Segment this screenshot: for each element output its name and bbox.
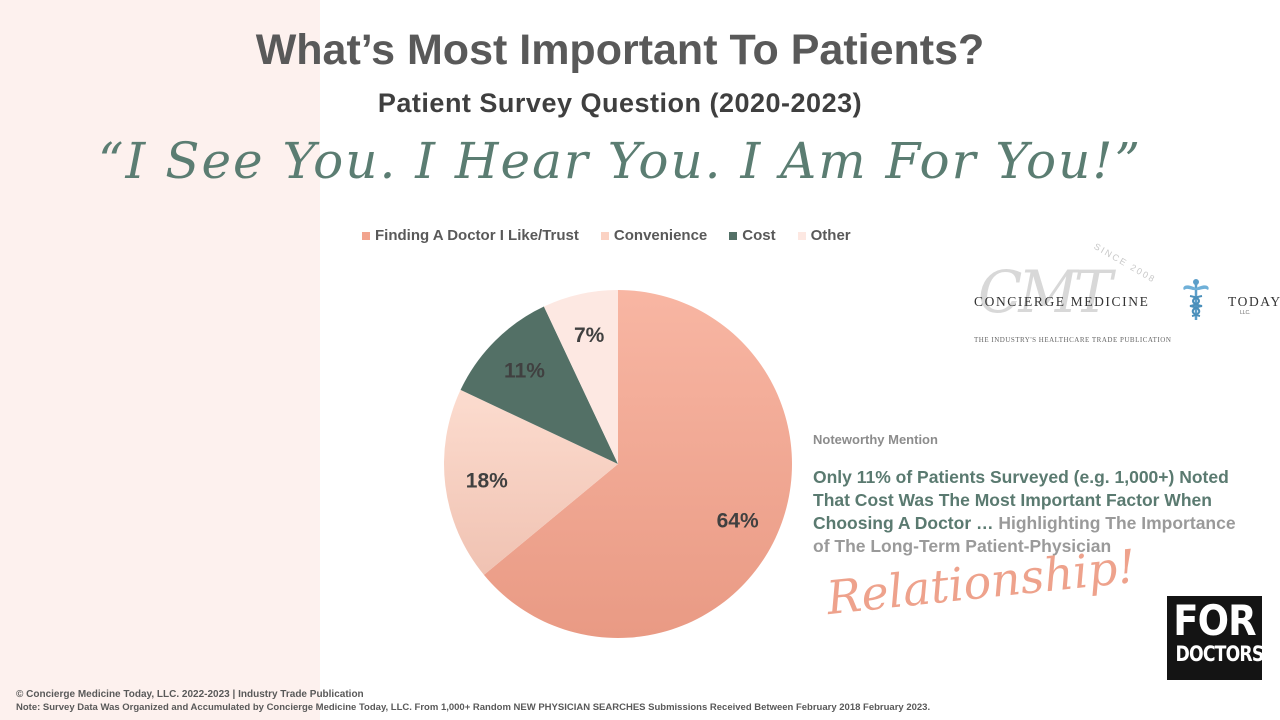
note-body-continued: Highlighting The Importance of The Long-… bbox=[813, 513, 1236, 556]
logo-name-left: CONCIERGE MEDICINE bbox=[974, 294, 1150, 309]
page-title: What’s Most Important To Patients? bbox=[255, 26, 985, 74]
for-doctors-badge: FOR DOCTORS bbox=[1167, 596, 1265, 680]
chart-legend: Finding A Doctor I Like/Trust Convenienc… bbox=[362, 227, 851, 244]
legend-item-trust: Finding A Doctor I Like/Trust bbox=[362, 227, 579, 244]
note-body-highlight: Only 11% of Patients Surveyed (e.g. 1,00… bbox=[813, 467, 1229, 533]
legend-swatch bbox=[797, 231, 806, 240]
logo-name-right: TODAY bbox=[1228, 294, 1280, 309]
legend-swatch bbox=[362, 231, 370, 240]
logo-tagline: THE INDUSTRY'S HEALTHCARE TRADE PUBLICAT… bbox=[974, 336, 1172, 344]
badge-line2: DOCTORS bbox=[1175, 642, 1265, 666]
pie-slice-other bbox=[543, 290, 618, 464]
legend-label: Other bbox=[810, 227, 851, 244]
note-body: Only 11% of Patients Surveyed (e.g. 1,00… bbox=[813, 466, 1253, 558]
legend-label: Cost bbox=[742, 227, 776, 244]
logo-monogram: CMT bbox=[978, 258, 1112, 326]
pie-label-other: 7% bbox=[574, 324, 605, 347]
legend-label: Convenience bbox=[613, 227, 708, 244]
legend-item-cost: Cost bbox=[729, 227, 776, 244]
footer-copyright: © Concierge Medicine Today, LLC. 2022-20… bbox=[16, 689, 364, 700]
page-subtitle: Patient Survey Question (2020-2023) bbox=[377, 88, 863, 118]
pie-label-cost: 11% bbox=[504, 359, 545, 382]
legend-swatch bbox=[600, 231, 609, 240]
legend-swatch bbox=[729, 231, 738, 240]
footer-note: Note: Survey Data Was Organized and Accu… bbox=[16, 702, 931, 713]
concierge-medicine-today-logo: CMT SINCE 2008 CONCIERGE MEDICINE TODAY … bbox=[960, 241, 1280, 352]
badge-line1: FOR bbox=[1173, 596, 1256, 645]
pie-slice-cost bbox=[460, 306, 618, 464]
pie-label-convenience: 18% bbox=[466, 470, 508, 493]
script-quote: “I See You. I Hear You. I Am For You!” bbox=[97, 132, 1143, 190]
caduceus-icon bbox=[1183, 279, 1209, 320]
legend-item-convenience: Convenience bbox=[600, 227, 708, 244]
pie-label-trust: 64% bbox=[717, 509, 759, 532]
logo-name: CONCIERGE MEDICINE TODAY bbox=[974, 294, 1280, 310]
pie-slice-convenience bbox=[443, 389, 618, 575]
left-background-band bbox=[0, 0, 320, 720]
legend-item-other: Other bbox=[797, 227, 851, 244]
pie-slice-trust bbox=[483, 290, 792, 639]
logo-llc: LLC. bbox=[1240, 310, 1251, 316]
note-heading: Noteworthy Mention bbox=[813, 432, 938, 447]
legend-label: Finding A Doctor I Like/Trust bbox=[375, 227, 579, 244]
